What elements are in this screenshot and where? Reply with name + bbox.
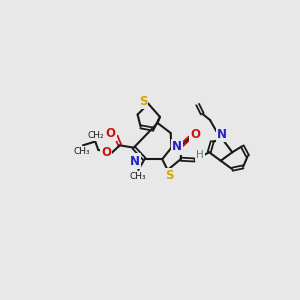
- Text: N: N: [172, 140, 182, 153]
- Text: N: N: [217, 128, 227, 141]
- Text: CH₃: CH₃: [129, 172, 146, 181]
- Text: O: O: [101, 146, 111, 159]
- Text: O: O: [190, 128, 200, 141]
- Text: O: O: [106, 127, 116, 140]
- Text: CH₃: CH₃: [73, 147, 90, 156]
- Text: N: N: [130, 154, 140, 168]
- Text: S: S: [165, 169, 173, 182]
- Text: H: H: [196, 150, 204, 160]
- Text: S: S: [139, 95, 147, 108]
- Text: CH₂: CH₂: [88, 131, 104, 140]
